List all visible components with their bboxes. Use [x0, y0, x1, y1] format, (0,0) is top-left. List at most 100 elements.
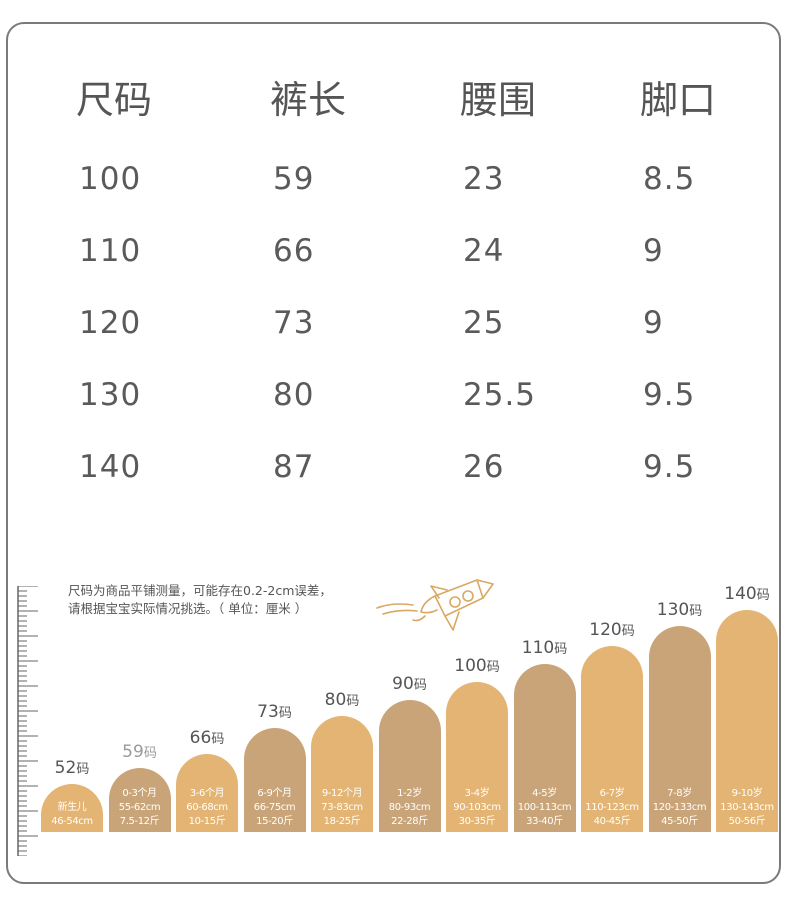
bar-weight: 15-20斤 [256, 816, 293, 827]
size-number: 66 [189, 728, 212, 748]
size-number: 90 [392, 674, 414, 694]
size-unit: 码 [76, 762, 90, 777]
note-line-2: 请根据宝宝实际情况挑选。（ 单位：厘米 ） [68, 601, 308, 616]
size-unit: 码 [143, 746, 157, 761]
size-number: 140 [724, 584, 757, 604]
table-cell: 110 [79, 233, 142, 269]
size-label: 66码 [190, 728, 225, 748]
bar-weight: 45-50斤 [661, 816, 698, 827]
bar-height-cm: 130-143cm [720, 802, 774, 813]
table-cell: 130 [79, 377, 142, 413]
size-label: 120码 [589, 620, 634, 640]
bar-height-cm: 73-83cm [321, 802, 363, 813]
size-number: 100 [454, 656, 487, 676]
column-header: 裤长 [270, 78, 347, 122]
table-cell: 24 [463, 233, 505, 269]
size-label: 59码 [122, 742, 157, 762]
size-number: 130 [656, 600, 690, 620]
bar-age: 6-7岁 [599, 788, 625, 799]
size-bar: 3-4岁 90-103cm 30-35斤 [446, 682, 508, 832]
size-unit: 码 [689, 604, 703, 619]
size-unit: 码 [554, 642, 568, 657]
rocket-icon [376, 579, 494, 631]
size-label: 130码 [657, 600, 702, 620]
bar-age: 4-5岁 [532, 788, 557, 799]
bar-age: 9-10岁 [731, 788, 763, 799]
size-bar: 3-6个月 60-68cm 10-15斤 [176, 754, 238, 832]
size-bar: 9-12个月 73-83cm 18-25斤 [311, 716, 373, 832]
size-number: 80 [324, 690, 347, 710]
size-unit: 码 [278, 706, 292, 721]
size-unit: 码 [413, 678, 427, 693]
size-label: 100码 [454, 656, 499, 676]
size-label: 90码 [392, 674, 427, 694]
bar-height-cm: 55-62cm [118, 802, 161, 813]
table-cell: 66 [273, 233, 315, 269]
bar-age: 3-6个月 [189, 788, 225, 799]
bar-age: 新生儿 [57, 802, 87, 813]
measurement-note: 尺码为商品平铺测量，可能存在0.2-2cm误差， 请根据宝宝实际情况挑选。（ 单… [68, 582, 332, 618]
bar-height-cm: 60-68cm [186, 802, 228, 813]
ruler-icon [17, 586, 38, 856]
size-bar: 4-5岁 100-113cm 33-40斤 [513, 664, 576, 832]
table-cell: 23 [463, 161, 505, 197]
table-cell: 25.5 [463, 377, 537, 413]
bar-age: 3-4岁 [464, 788, 490, 799]
size-label: 110码 [522, 638, 567, 658]
size-unit: 码 [756, 588, 770, 603]
table-cell: 87 [273, 449, 315, 485]
size-bar: 7-8岁 120-133cm 45-50斤 [648, 626, 711, 832]
bar-age: 9-12个月 [321, 788, 363, 799]
bar-weight: 33-40斤 [526, 816, 563, 827]
table-cell: 9 [643, 305, 664, 341]
bar-weight: 50-56斤 [728, 816, 766, 827]
table-cell: 140 [79, 449, 142, 485]
bar-age: 0-3个月 [122, 788, 157, 799]
size-label: 73码 [257, 702, 292, 722]
table-cell: 59 [273, 161, 315, 197]
table-cell: 73 [273, 305, 315, 341]
size-bar: 6-9个月 66-75cm 15-20斤 [243, 728, 306, 832]
size-number: 59 [122, 742, 144, 762]
bar-weight: 18-25斤 [323, 816, 361, 827]
size-label: 52码 [55, 758, 90, 778]
size-number: 110 [521, 638, 555, 658]
bar-weight: 10-15斤 [188, 816, 226, 827]
bar-weight: 30-35斤 [458, 816, 496, 827]
size-number: 73 [257, 702, 279, 722]
note-line-1: 尺码为商品平铺测量，可能存在0.2-2cm误差， [68, 583, 332, 598]
size-label: 140码 [724, 584, 769, 604]
size-bar: 6-7岁 110-123cm 40-45斤 [581, 646, 643, 832]
size-unit: 码 [486, 660, 500, 675]
size-label: 80码 [325, 690, 360, 710]
table-cell: 80 [273, 377, 315, 413]
bar-height-cm: 120-133cm [652, 802, 707, 813]
size-bar: 1-2岁 80-93cm 22-28斤 [378, 700, 441, 832]
bar-height-cm: 110-123cm [585, 802, 639, 813]
table-cell: 9.5 [643, 449, 696, 485]
bar-height-cm: 66-75cm [253, 802, 296, 813]
bar-weight: 40-45斤 [593, 816, 631, 827]
size-card: 尺码 裤长 腰围 脚口 100 59 23 8.5 110 66 24 9 120 73 25 9 130 80 2… [6, 22, 781, 884]
size-bar: 9-10岁 130-143cm 50-56斤 [716, 610, 778, 832]
bar-age: 7-8岁 [667, 788, 692, 799]
table-cell: 25 [463, 305, 505, 341]
column-header: 尺码 [76, 78, 153, 122]
size-unit: 码 [346, 694, 360, 709]
bar-height-cm: 90-103cm [453, 802, 501, 813]
table-cell: 100 [79, 161, 142, 197]
bar-weight: 22-28斤 [391, 816, 428, 827]
bar-height-cm: 80-93cm [388, 802, 431, 813]
size-bar: 新生儿 46-54cm [41, 784, 103, 832]
size-unit: 码 [211, 732, 225, 747]
bar-age: 1-2岁 [397, 788, 422, 799]
bar-weight: 7.5-12斤 [119, 816, 160, 827]
table-cell: 9 [643, 233, 664, 269]
bar-height-cm: 100-113cm [517, 802, 572, 813]
table-cell: 26 [463, 449, 505, 485]
table-cell: 9.5 [643, 377, 696, 413]
size-bar: 0-3个月 55-62cm 7.5-12斤 [108, 768, 171, 832]
bar-height-cm: 46-54cm [51, 816, 93, 827]
size-number: 120 [589, 620, 622, 640]
table-cell: 120 [79, 305, 142, 341]
